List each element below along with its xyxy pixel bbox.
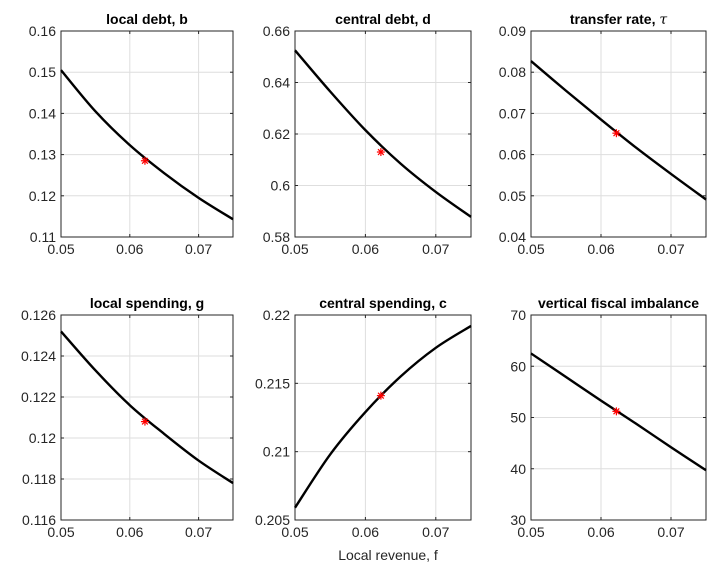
y-tick-label: 0.22 [263, 307, 290, 323]
y-tick-label: 40 [510, 461, 526, 477]
x-tick-label: 0.07 [422, 241, 449, 257]
subplot-title: central spending, c [319, 295, 447, 311]
y-tick-label: 30 [510, 512, 526, 528]
x-tick-label: 0.06 [587, 241, 614, 257]
y-tick-label: 0.05 [499, 188, 526, 204]
x-tick-label: 0.05 [517, 524, 544, 540]
y-tick-label: 50 [510, 410, 526, 426]
y-tick-label: 0.14 [29, 105, 56, 121]
steady-state-marker [376, 148, 385, 157]
subplot-6: 0.05 0.06 0.07 30 40 50 60 70 vertical fiscal im… [510, 295, 707, 540]
axes-box [530, 30, 707, 238]
x-tick-label: 0.05 [281, 524, 308, 540]
series-line [60, 330, 234, 485]
subplot-1: 0.05 0.06 0.07 0.11 0.12 0.13 0.14 0.15 0.16 loca… [29, 11, 234, 257]
steady-state-marker [140, 417, 149, 426]
y-tick-label: 0.126 [21, 307, 56, 323]
steady-state-marker [140, 156, 149, 165]
axes-box [294, 314, 472, 521]
series-line [294, 49, 472, 218]
x-tick-label: 0.05 [517, 241, 544, 257]
x-tick-label: 0.05 [47, 241, 74, 257]
y-tick-label: 0.116 [22, 512, 56, 528]
series-line [530, 352, 707, 472]
x-tick-label: 0.07 [657, 524, 684, 540]
y-tick-label: 0.08 [499, 64, 526, 80]
subplot-3: 0.05 0.06 0.070.040.050.060.070.080.09tran… [499, 11, 707, 257]
x-tick-label: 0.07 [422, 524, 449, 540]
x-tick-label: 0.06 [352, 524, 379, 540]
x-tick-label: 0.05 [281, 241, 308, 257]
y-tick-label: 0.64 [263, 75, 290, 91]
steady-state-marker [612, 129, 621, 138]
axes-box [60, 30, 234, 238]
axes-box [60, 314, 234, 521]
y-tick-label: 0.06 [499, 147, 526, 163]
y-tick-label: 0.215 [255, 375, 290, 391]
subplot-title: central debt, d [335, 11, 431, 27]
subplot-title: vertical fiscal imbalance [538, 295, 699, 311]
x-tick-label: 0.06 [587, 524, 614, 540]
y-tick-label: 0.21 [263, 444, 290, 460]
y-tick-label: 0.12 [29, 188, 56, 204]
x-tick-label: 0.07 [185, 524, 212, 540]
y-tick-label: 0.118 [22, 471, 56, 487]
y-tick-label: 0.58 [263, 229, 290, 245]
y-tick-label: 0.04 [499, 229, 526, 245]
x-axis-label: Local revenue, f [338, 547, 438, 563]
subplot-4: 0.05 0.06 0.07 0.116 0.118 0.12 0.122 0.124 0.12… [21, 295, 234, 540]
y-tick-label: 0.09 [499, 23, 526, 39]
series-line [60, 69, 234, 221]
subplot-2: 0.05 0.06 0.07 0.58 0.6 0.62 0.64 0.66 central d… [263, 11, 472, 257]
y-tick-label: 0.66 [263, 23, 290, 39]
y-tick-label: 0.07 [499, 105, 526, 121]
y-tick-label: 0.15 [29, 64, 56, 80]
y-tick-label: 0.124 [21, 348, 56, 364]
steady-state-marker [612, 407, 621, 416]
x-tick-label: 0.07 [185, 241, 212, 257]
y-tick-label: 0.11 [30, 229, 56, 245]
subplot-title: transfer rate, τ [570, 11, 667, 28]
y-tick-label: 0.62 [263, 126, 290, 142]
y-tick-label: 0.13 [29, 147, 56, 163]
subplot-title: local debt, b [106, 11, 188, 27]
y-tick-label: 60 [510, 358, 526, 374]
x-tick-label: 0.06 [116, 524, 143, 540]
x-tick-label: 0.06 [352, 241, 379, 257]
y-tick-label: 0.6 [271, 178, 291, 194]
y-tick-label: 0.122 [21, 389, 56, 405]
y-tick-label: 70 [510, 307, 526, 323]
y-tick-label: 0.205 [255, 512, 290, 528]
series-line [293, 324, 472, 509]
x-tick-label: 0.06 [116, 241, 143, 257]
x-tick-label: 0.05 [47, 524, 74, 540]
x-tick-label: 0.07 [657, 241, 684, 257]
y-tick-label: 0.16 [29, 23, 56, 39]
subplot-5: 0.05 0.06 0.07 0.205 0.21 0.215 0.22 central sp… [255, 295, 472, 540]
steady-state-marker [376, 391, 385, 400]
y-tick-label: 0.12 [29, 430, 56, 446]
subplot-title: local spending, g [90, 295, 204, 311]
